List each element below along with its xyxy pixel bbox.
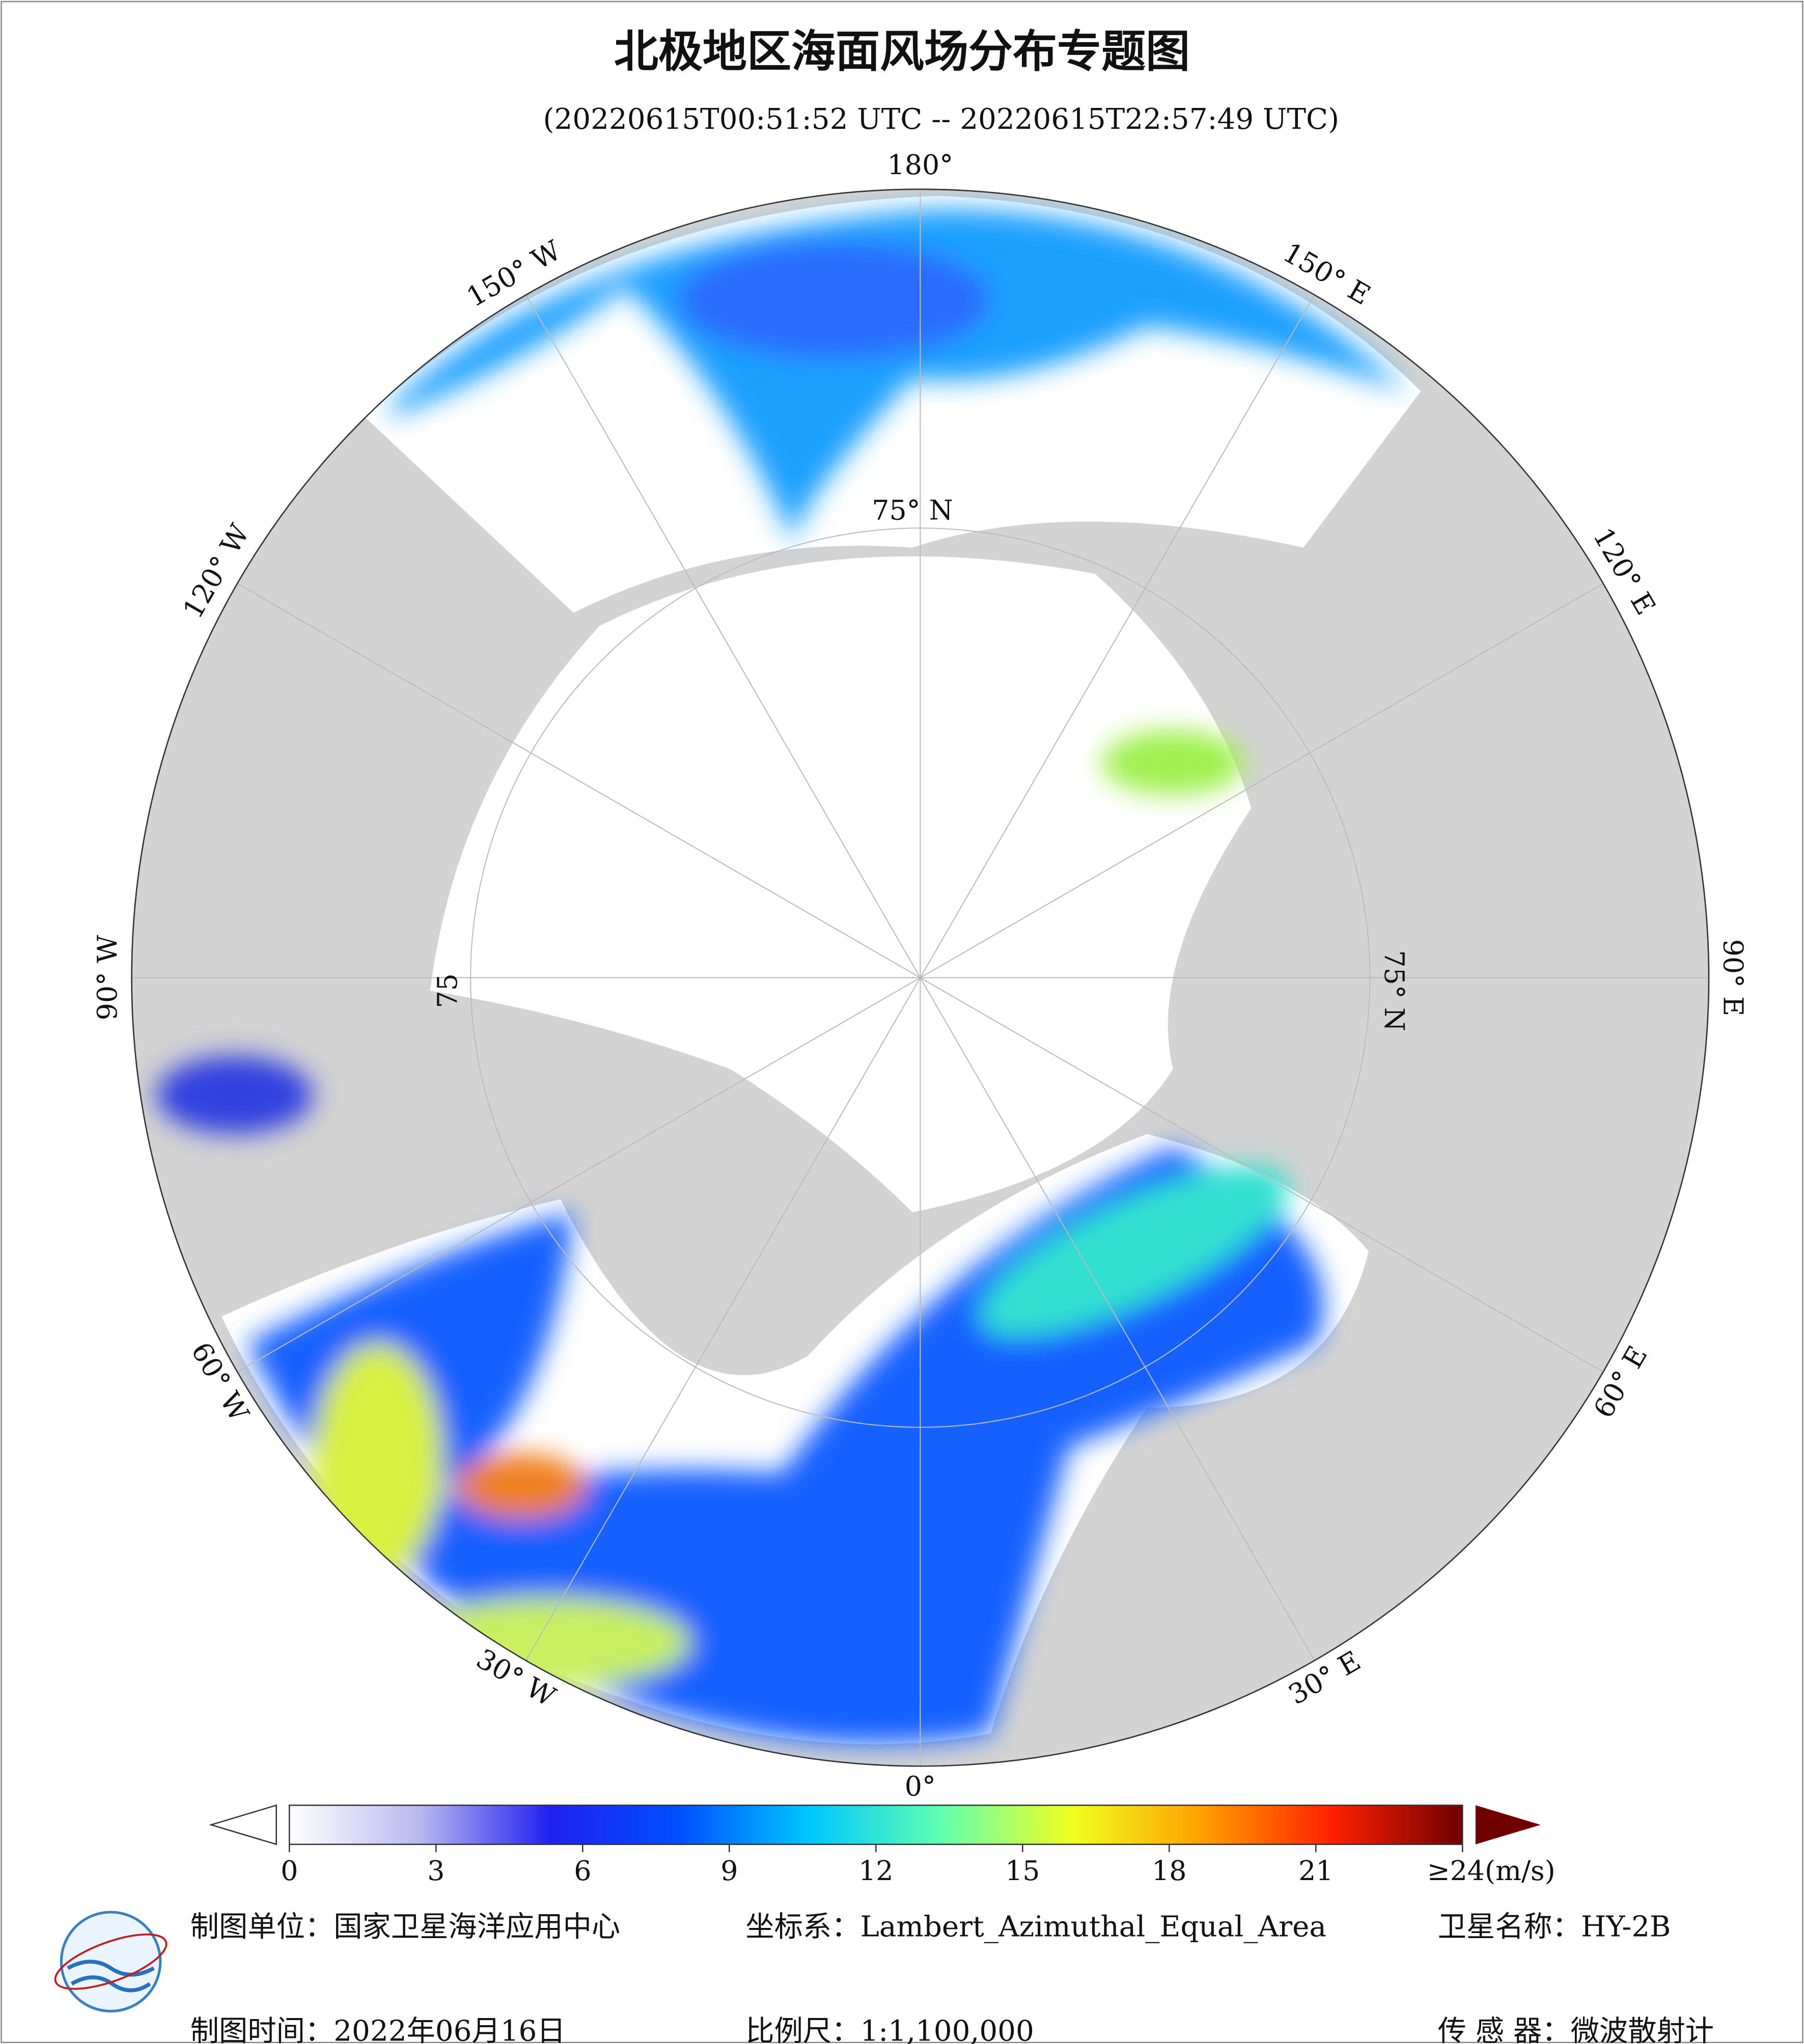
longitude-label: 180° [887,149,953,181]
latitude-label: 75 [431,973,463,1008]
colorbar-under [209,1804,277,1845]
longitude-label: 90° E [1717,939,1750,1017]
meridian [525,294,921,978]
longitude-label: 0° [905,1770,936,1802]
graticule [131,189,1709,1767]
projection: 坐标系：Lambert_Azimuthal_Equal_Area [745,1911,1326,1944]
colorbar-body [289,1804,1463,1845]
date: 制图时间：2022年06月16日 [190,2015,566,2044]
longitude-label: 90° W [91,935,123,1020]
colorbar-tick-label: 0 [281,1855,298,1887]
arctic-ice [430,556,1252,1213]
meridian [920,583,1604,978]
latitude-label: 75° N [1378,950,1410,1031]
map [131,189,1709,1767]
colorbar-tick-label: 3 [427,1855,445,1887]
logo [54,1911,168,2013]
colorbar-tick-label: 6 [574,1855,591,1887]
sensor: 传 感 器：微波散射计 [1438,2015,1714,2044]
meridian [920,977,1604,1373]
colorbar-tick-label: ≥24(m/s) [1427,1855,1556,1887]
meridian [525,977,921,1661]
colorbar-tick-label: 21 [1298,1855,1333,1887]
subtitle: (20220615T00:51:52 UTC -- 20220615T22:57… [543,103,1340,136]
colorbar-tick-label: 12 [858,1855,893,1887]
satellite: 卫星名称：HY-2B [1438,1911,1671,1944]
map-border [131,188,1710,1767]
colorbar-tick-label: 9 [720,1855,738,1887]
latitude-label: 75° N [872,494,953,526]
colorbar-over [1475,1805,1541,1844]
colorbar: 0 3 6 9 12 15 18 21 ≥24(m/s) [209,1804,1556,1887]
meridian [920,294,1315,978]
colorbar-tick-label: 15 [1005,1855,1040,1887]
wind-field [156,209,1408,1745]
title: 北极地区海面风场分布专题图 [614,25,1190,77]
colorbar-tick-label: 18 [1152,1855,1186,1887]
scale: 比例尺：1:1,100,000 [745,2015,1034,2044]
producer: 制图单位：国家卫星海洋应用中心 [190,1911,620,1944]
meridian [920,977,1315,1661]
meridian [237,583,921,978]
meridian [237,977,921,1373]
